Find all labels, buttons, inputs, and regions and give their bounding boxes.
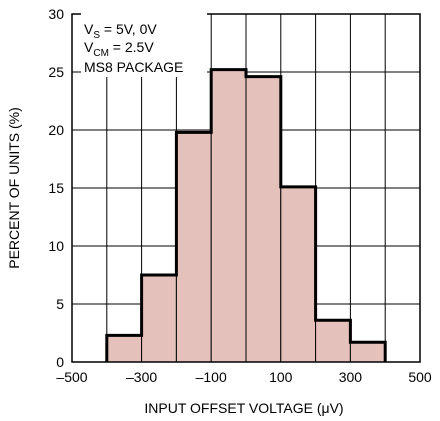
y-tick-label: 20 — [48, 122, 64, 138]
annotation-line-supply: VS = 5V, 0V — [84, 21, 157, 41]
histogram-outline — [105, 68, 387, 362]
annotation-line-package: MS8 PACKAGE — [84, 59, 183, 75]
annotation-box: VS = 5V, 0V VCM = 2.5V MS8 PACKAGE — [81, 13, 207, 77]
y-tick-labels: 0 5 10 15 20 25 30 — [48, 6, 64, 370]
x-tick-label: –500 — [56, 369, 87, 385]
histogram-bar — [280, 186, 317, 363]
histogram-bar — [245, 76, 282, 363]
x-tick-labels: –500 –300 –100 100 300 500 — [56, 369, 431, 385]
annotation-supply-symbol: V — [84, 21, 94, 37]
y-tick-label: 5 — [56, 296, 64, 312]
annotation-supply-value: = 5V, 0V — [100, 21, 157, 37]
y-tick-label: 25 — [48, 64, 64, 80]
y-tick-label: 0 — [56, 354, 64, 370]
y-axis-title: PERCENT OF UNITS (%) — [6, 107, 22, 269]
y-tick-label: 15 — [48, 180, 64, 196]
histogram-bar — [349, 341, 386, 363]
histogram-bar — [141, 274, 177, 363]
x-tick-label: –100 — [196, 369, 227, 385]
plot-frame — [71, 13, 421, 363]
annotation-cm-value: = 2.5V — [109, 39, 154, 55]
annotation-cm-subscript: CM — [93, 48, 109, 59]
x-tick-label: –300 — [126, 369, 157, 385]
y-tick-label: 30 — [48, 6, 64, 22]
x-axis-title: INPUT OFFSET VOLTAGE (μV) — [144, 400, 343, 416]
histogram-bar — [106, 334, 143, 363]
histogram-outline-group — [105, 68, 387, 362]
annotation-line-common-mode: VCM = 2.5V — [84, 39, 154, 59]
annotation-background — [81, 13, 207, 77]
annotation-cm-symbol: V — [84, 39, 94, 55]
bars-group — [106, 69, 386, 363]
annotation-supply-subscript: S — [93, 30, 100, 41]
histogram-bar — [315, 319, 351, 363]
x-tick-label: 500 — [408, 369, 432, 385]
y-tick-label: 10 — [48, 238, 64, 254]
x-tick-label: 100 — [269, 369, 293, 385]
x-tick-label: 300 — [339, 369, 363, 385]
histogram-bar — [210, 69, 247, 363]
histogram-bar — [175, 131, 212, 363]
